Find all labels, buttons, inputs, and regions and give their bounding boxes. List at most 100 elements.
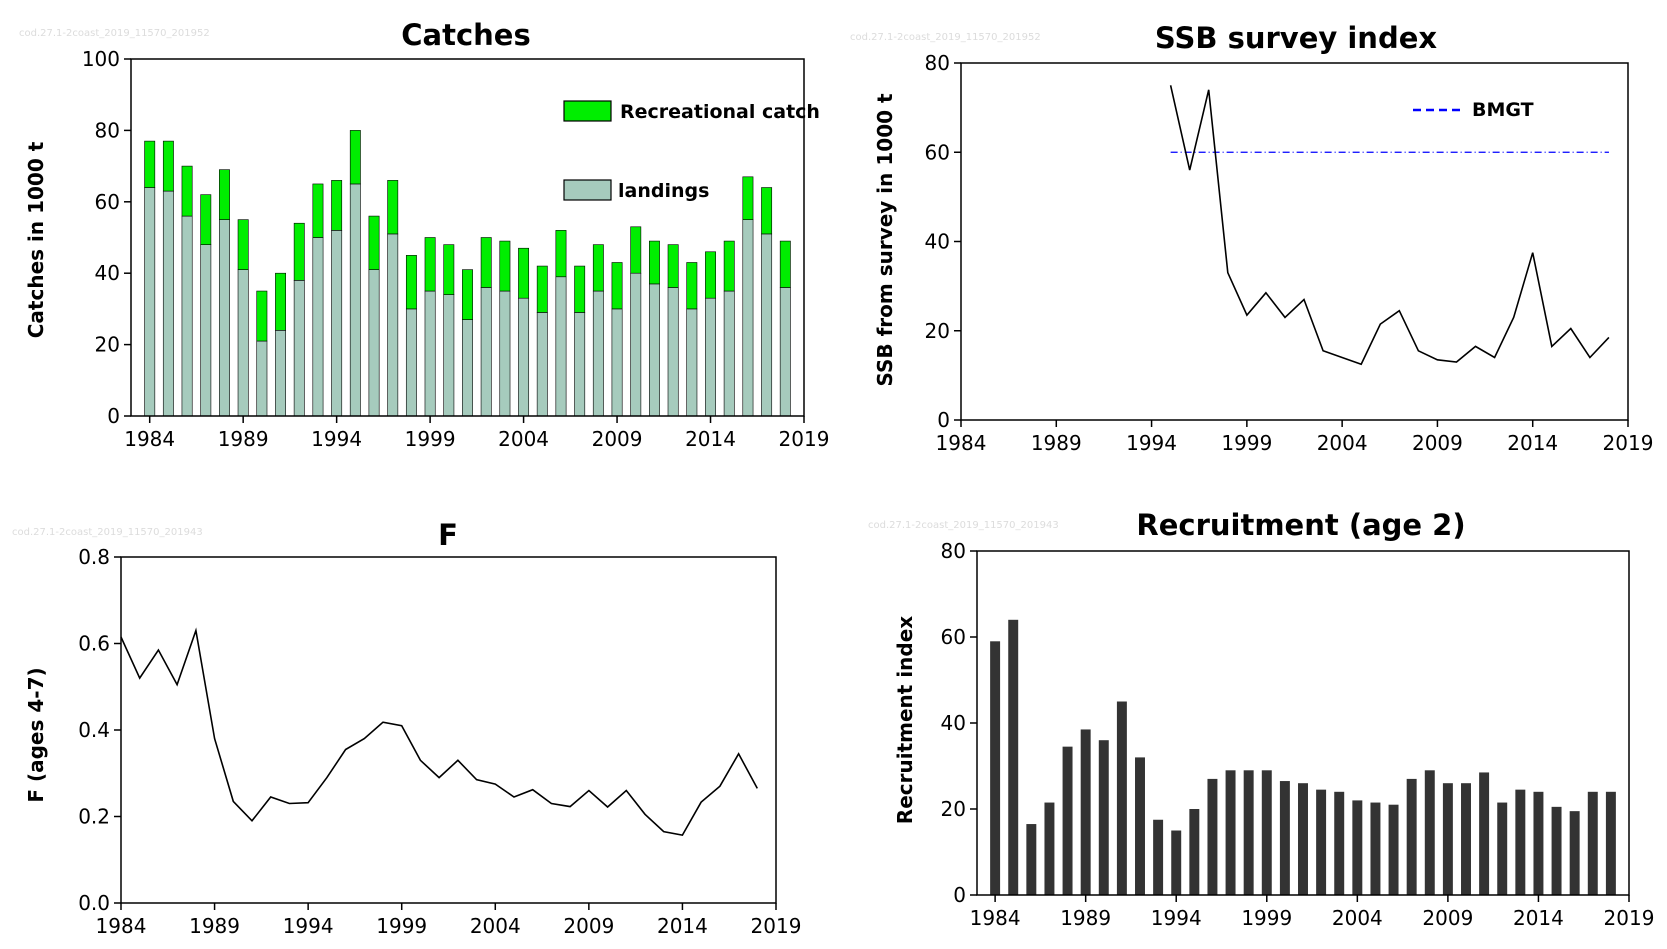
- recruitment-y-tick-label: 0: [953, 883, 966, 907]
- catches-bar-recreational-catch: [499, 240, 511, 292]
- catches-bar-landings: [275, 330, 286, 417]
- catches-y-tick-label: 40: [95, 261, 120, 285]
- recruitment-bar-value: [1551, 806, 1562, 895]
- catches-bar-recreational-catch: [349, 130, 361, 185]
- ssb-watermark: cod.27.1-2coast_2019_11570_201952: [850, 32, 1041, 43]
- recruitment-bar-value: [1189, 809, 1200, 895]
- catches-bar-recreational-catch: [779, 240, 791, 288]
- catches-bar-recreational-catch: [443, 244, 455, 295]
- catches-bar-recreational-catch: [518, 247, 530, 299]
- ssb-series-line: [1169, 85, 1610, 366]
- recruitment-x-tick-label: 2004: [1332, 906, 1383, 930]
- recruitment-bar-value: [1515, 789, 1526, 895]
- f-x-tick-label: 2014: [657, 914, 708, 938]
- catches-bar-landings: [331, 230, 343, 417]
- recruitment-bar-value: [1605, 791, 1616, 895]
- catches-bar-recreational-catch: [592, 244, 604, 292]
- ssb-title: SSB survey index: [1155, 21, 1437, 55]
- f-x-tick-label: 1984: [96, 914, 147, 938]
- f-plot-frame: [120, 556, 777, 904]
- recruitment-bar-value: [1062, 746, 1073, 895]
- recruitment-watermark: cod.27.1-2coast_2019_11570_201943: [868, 520, 1059, 531]
- f-y-tick-label: 0.8: [78, 545, 110, 569]
- f-y-axis-label: F (ages 4-7): [24, 667, 48, 802]
- catches-x-tick-label: 2019: [779, 427, 830, 451]
- catches-title: Catches: [401, 18, 530, 52]
- f-x-tick-label: 2004: [470, 914, 521, 938]
- ssb-y-axis-label: SSB from survey in 1000 t: [873, 93, 897, 387]
- recruitment-bar-value: [1442, 783, 1453, 895]
- ssb-y-tick-label: 60: [925, 140, 950, 164]
- ssb-x-tick-label: 1994: [1126, 431, 1177, 455]
- catches-bar-landings: [200, 244, 212, 417]
- catches-bar-landings: [761, 233, 773, 417]
- f-y-tick-label: 0.6: [78, 632, 110, 656]
- catches-x-tick-label: 1989: [218, 427, 269, 451]
- ssb-x-tick-label: 2009: [1412, 431, 1463, 455]
- catches-y-tick-label: 20: [95, 333, 120, 357]
- recruitment-bar-value: [1370, 802, 1381, 895]
- recruitment-bar-value: [1008, 619, 1019, 895]
- recruitment-bar-value: [1116, 701, 1127, 895]
- catches-bar-recreational-catch: [536, 265, 548, 313]
- f-watermark: cod.27.1-2coast_2019_11570_201943: [12, 527, 203, 538]
- catches-watermark: cod.27.1-2coast_2019_11570_201952: [19, 28, 210, 39]
- catches-bar-landings: [480, 287, 492, 417]
- catches-bar-recreational-catch: [293, 222, 305, 281]
- recruitment-bar-value: [1533, 791, 1544, 895]
- legend-label-landings: landings: [618, 180, 709, 202]
- catches-ticks: 0 20 40 60 80 100 1984 1989 1994 1999 2004 2009 2014…: [82, 47, 830, 451]
- recruitment-bar-value: [1587, 791, 1598, 895]
- ssb-x-tick-label: 2014: [1507, 431, 1558, 455]
- catches-bar-landings: [686, 308, 698, 417]
- f-x-tick-label: 1994: [283, 914, 334, 938]
- catches-bar-landings: [312, 237, 324, 417]
- recruitment-bar-value: [1424, 770, 1435, 895]
- recruitment-y-tick-label: 60: [941, 625, 966, 649]
- catches-bar-landings: [723, 290, 735, 417]
- catches-marks: [144, 130, 791, 417]
- recruitment-bar-value: [1352, 800, 1363, 895]
- catches-bar-recreational-catch: [649, 240, 660, 285]
- ssb-legend: BMGT: [1413, 99, 1534, 121]
- catches-bar-landings: [611, 308, 623, 417]
- catches-bar-landings: [219, 219, 230, 417]
- catches-bar-landings: [667, 287, 679, 417]
- ssb-marks: [1169, 85, 1610, 366]
- f-x-tick-label: 2009: [563, 914, 614, 938]
- recruitment-x-tick-label: 1989: [1060, 906, 1111, 930]
- catches-bar-landings: [574, 312, 586, 417]
- catches-y-tick-label: 100: [82, 47, 120, 71]
- recruitment-bar-value: [1316, 789, 1327, 895]
- catches-bar-recreational-catch: [405, 255, 417, 310]
- catches-bar-recreational-catch: [200, 194, 212, 245]
- catches-bar-landings: [256, 340, 268, 417]
- ssb-x-tick-label: 1989: [1031, 431, 1082, 455]
- ssb-y-tick-label: 40: [925, 230, 950, 254]
- catches-bar-recreational-catch: [387, 180, 399, 235]
- catches-bar-landings: [162, 190, 174, 417]
- catches-bar-recreational-catch: [686, 262, 698, 310]
- recruitment-bar-value: [1461, 783, 1471, 895]
- f-x-tick-label: 2019: [751, 914, 802, 938]
- recruitment-x-tick-label: 2019: [1604, 906, 1655, 930]
- catches-bar-recreational-catch: [256, 290, 268, 342]
- catches-bar-landings: [144, 187, 156, 417]
- catches-bar-landings: [237, 269, 249, 417]
- recruitment-x-tick-label: 2014: [1513, 906, 1564, 930]
- f-title: F: [438, 518, 458, 552]
- recruitment-bar-value: [1497, 802, 1508, 895]
- catches-bar-recreational-catch: [611, 262, 623, 310]
- recruitment-bar-value: [1171, 830, 1182, 895]
- recruitment-bar-value: [1098, 740, 1109, 895]
- catches-bar-landings: [368, 269, 380, 417]
- recruitment-bar-value: [1334, 791, 1345, 895]
- catches-x-tick-label: 1999: [405, 427, 456, 451]
- recruitment-x-tick-label: 1999: [1241, 906, 1292, 930]
- catches-y-tick-label: 0: [107, 404, 120, 428]
- f-x-tick-label: 1999: [376, 914, 427, 938]
- catches-y-axis-label: Catches in 1000 t: [24, 141, 48, 338]
- ssb-y-tick-label: 0: [937, 408, 950, 432]
- f-y-tick-label: 0.2: [78, 805, 110, 829]
- catches-bar-recreational-catch: [480, 237, 492, 288]
